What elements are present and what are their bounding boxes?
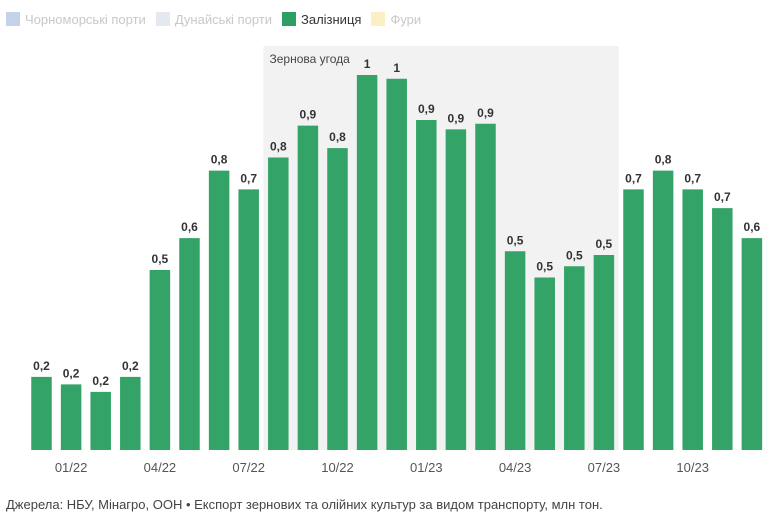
legend-swatch (6, 12, 20, 26)
x-tick-label: 01/23 (410, 460, 443, 475)
data-label: 0,9 (418, 102, 435, 116)
data-label: 0,8 (655, 153, 672, 167)
bar (623, 189, 644, 450)
bar (741, 238, 763, 450)
data-label: 0,7 (625, 171, 642, 185)
bar (356, 75, 378, 450)
bar (149, 270, 171, 450)
legend-item-3[interactable]: Фури (371, 12, 421, 27)
data-label: 0,7 (684, 171, 701, 185)
bar (445, 129, 467, 450)
x-tick-label: 07/22 (232, 460, 265, 475)
legend-item-0[interactable]: Чорноморські порти (6, 12, 146, 27)
data-label: 0,6 (744, 220, 761, 234)
data-label: 1 (393, 61, 400, 75)
data-label: 0,5 (566, 248, 583, 262)
bar (652, 170, 674, 450)
data-label: 0,8 (211, 153, 228, 167)
highlight-label: Зернова угода (270, 52, 351, 66)
data-label: 0,9 (448, 111, 465, 125)
bar (564, 266, 585, 450)
data-label: 0,6 (181, 220, 198, 234)
bar (179, 238, 200, 450)
bar (682, 189, 703, 450)
data-label: 0,5 (596, 237, 613, 251)
bar (593, 255, 615, 450)
bar (31, 376, 52, 450)
legend-item-1[interactable]: Дунайські порти (155, 11, 272, 27)
legend-item-2[interactable]: Залізниця (281, 11, 362, 27)
legend: Чорноморські порти Дунайські порти Залізни… (6, 9, 421, 29)
data-label: 0,2 (92, 374, 109, 388)
bar (534, 277, 555, 450)
bar (416, 120, 437, 450)
source-note: Джерела: НБУ, Мінагро, ООН • Експорт зер… (6, 497, 603, 512)
bar (297, 125, 319, 450)
bar (327, 148, 348, 450)
data-label: 0,9 (300, 108, 317, 122)
bar (504, 251, 526, 450)
bar (60, 384, 82, 450)
data-label: 0,2 (33, 359, 50, 373)
x-tick-label: 01/22 (55, 460, 88, 475)
data-label: 0,2 (63, 366, 80, 380)
bar (268, 157, 289, 450)
x-tick-label: 07/23 (588, 460, 621, 475)
legend-label: Дунайські порти (174, 11, 272, 27)
x-tick-label: 04/23 (499, 460, 532, 475)
data-label: 1 (364, 57, 371, 71)
bar (238, 189, 259, 450)
bar (208, 170, 230, 450)
x-tick-label: 04/22 (144, 460, 177, 475)
bar (386, 78, 407, 450)
legend-label: Чорноморські порти (25, 11, 146, 27)
bar (90, 391, 111, 450)
highlight-band (263, 46, 619, 450)
legend-swatch (371, 12, 386, 26)
data-label: 0,8 (270, 140, 287, 154)
bar (475, 123, 496, 450)
data-label: 0,5 (536, 260, 553, 274)
data-label: 0,7 (714, 190, 731, 204)
x-tick-label: 10/22 (321, 460, 354, 475)
data-label: 0,9 (477, 106, 494, 120)
legend-label: Фури (390, 11, 422, 27)
x-tick-label: 10/23 (676, 460, 709, 475)
data-label: 0,2 (122, 359, 139, 373)
data-label: 0,5 (152, 252, 169, 266)
legend-swatch (155, 12, 170, 26)
bar (712, 208, 733, 450)
data-label: 0,7 (240, 171, 257, 185)
data-label: 0,5 (507, 233, 524, 247)
data-label: 0,8 (329, 130, 346, 144)
legend-label: Залізниця (300, 11, 362, 27)
legend-swatch (281, 12, 296, 26)
bar-chart: Зернова угода 0,2 0,2 0,2 0,2 0,5 0,6 0,8 0,7 0,8… (31, 46, 763, 475)
bar (120, 376, 141, 450)
